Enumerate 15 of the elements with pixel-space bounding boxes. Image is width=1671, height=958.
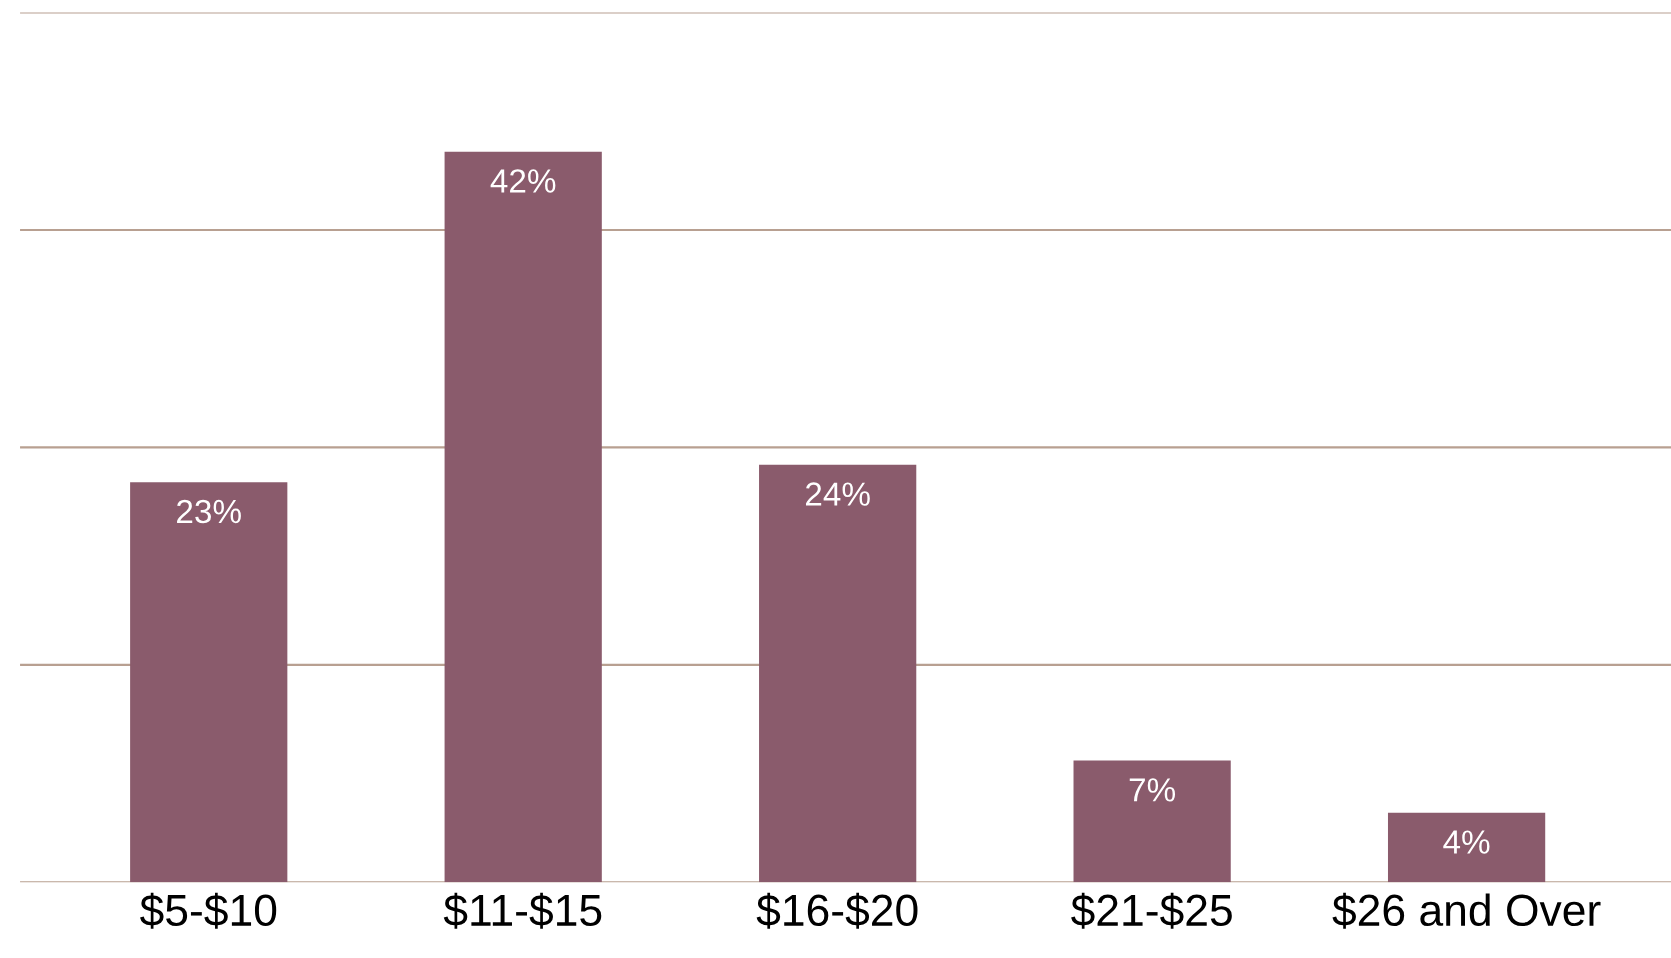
x-tick-label: $5-$10 [140, 892, 277, 929]
bar [444, 151, 602, 883]
bar [130, 482, 288, 883]
bar [759, 464, 917, 883]
data-label: 7% [1129, 778, 1176, 802]
data-label: 4% [1443, 830, 1490, 854]
bar [1073, 760, 1231, 883]
x-tick-label: $11-$15 [443, 892, 602, 929]
data-label: 23% [177, 499, 241, 524]
x-tick-label: $21-$25 [1071, 892, 1232, 929]
bar [1387, 812, 1546, 883]
data-label: 24% [805, 482, 870, 506]
x-tick-label: $16-$20 [756, 892, 918, 929]
data-label: 42% [490, 169, 556, 193]
x-tick-label: $26 and Over [1332, 892, 1601, 929]
